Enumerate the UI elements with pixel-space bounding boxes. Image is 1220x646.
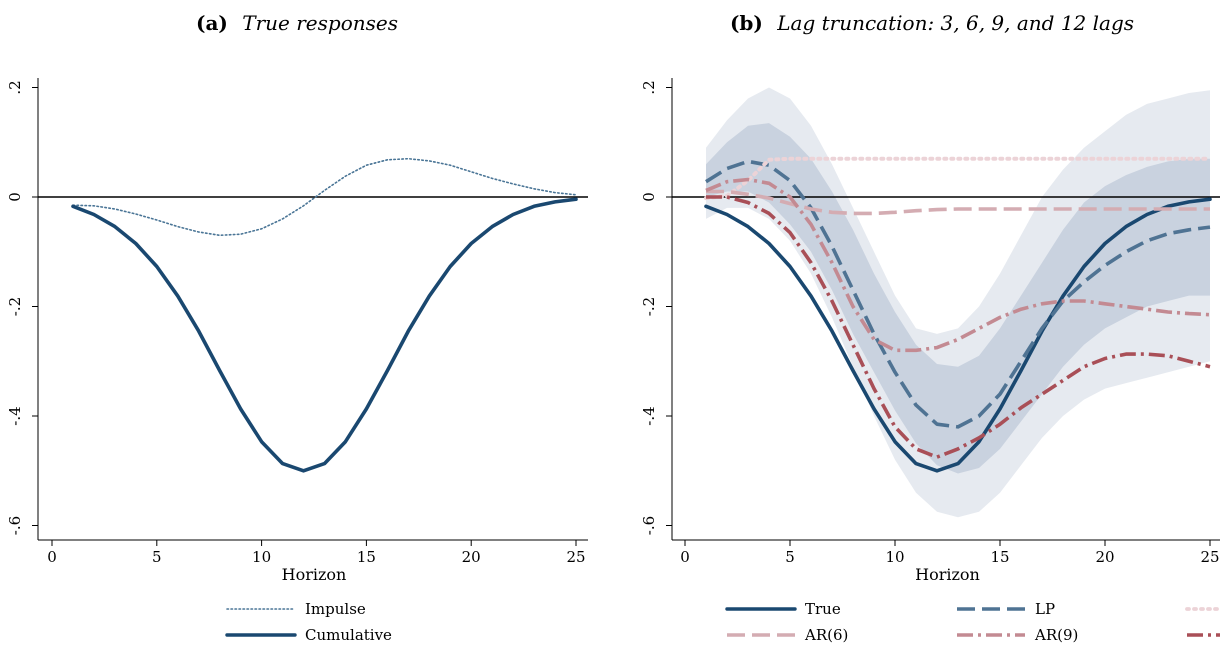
x-tick-label: 15 [990,548,1009,566]
panel-b-series [704,156,1212,473]
x-tick-label: 10 [885,548,904,566]
panel-a-chart: 0 5 10 15 20 25 .2 0 -.2 -.4 -.6 Horizon Impulse Cu… [6,78,588,644]
series-line-ar-12 [706,195,1211,459]
panel-b-title-text: Lag truncation: 3, 6, 9, and 12 lags [776,11,1134,35]
legend-label: Cumulative [305,626,392,644]
legend-label: Impulse [305,600,366,618]
panel-b-bands [706,87,1210,518]
legend-item-lp: LP [957,600,1055,618]
x-tick-label: 25 [1200,548,1219,566]
legend-label: True [805,600,841,618]
y-tick-label: -.2 [6,297,24,316]
x-tick-label: 15 [357,548,376,566]
x-tick-label: 0 [47,548,57,566]
x-tick-label: 20 [462,548,481,566]
legend-item-ar-3: AR(3) [1185,607,1220,611]
y-tick-label: .2 [640,80,658,94]
series-line-cumulative [71,197,578,473]
legend-item-true: True [725,600,841,618]
legend-label: AR(6) [804,626,848,644]
series-line-true [704,197,1212,473]
panel-b-title: (b) Lag truncation: 3, 6, 9, and 12 lags [730,11,1134,35]
y-tick-label: -.4 [6,406,24,425]
panel-a-title: (a) True responses [196,11,398,35]
series-line-ar-6 [706,189,1210,216]
legend-label: LP [1035,600,1055,618]
panel-a-title-text: True responses [242,11,398,35]
y-tick-label: .2 [6,80,24,94]
legend-item-ar-6: AR(6) [727,626,848,644]
panel-b-label: (b) [730,11,763,35]
x-tick-label: 20 [1095,548,1114,566]
series-line-lp [705,159,1211,429]
x-tick-label: 10 [252,548,271,566]
legend-label: AR(9) [1034,626,1078,644]
series-line-impulse [72,157,577,237]
panel-b-x-axis-title: Horizon [915,565,980,584]
y-tick-label: -.6 [640,516,658,535]
legend-item-impulse: Impulse [226,600,366,618]
legend-item-ar-9: AR(9) [957,626,1078,644]
panel-b-legend: True LP AR(3) AR(6) AR(9) AR(12) [725,600,1220,644]
y-tick-label: -.6 [6,516,24,535]
y-tick-label: -.4 [640,406,658,425]
y-tick-label: -.2 [640,297,658,316]
panel-a-legend: Impulse Cumulative [225,600,392,644]
x-tick-label: 5 [785,548,795,566]
panel-a-axes: 0 5 10 15 20 25 .2 0 -.2 -.4 -.6 [6,78,588,566]
x-tick-label: 5 [152,548,162,566]
y-tick-label: 0 [6,192,24,202]
x-tick-label: 0 [680,548,690,566]
legend-item-cumulative: Cumulative [225,626,392,644]
panel-a-series [71,157,578,473]
panel-b-axes: 0 5 10 15 20 25 .2 0 -.2 -.4 -.6 [640,78,1220,566]
series-line-ar-3 [704,156,1212,201]
x-tick-label: 25 [566,548,585,566]
panel-a-x-axis-title: Horizon [282,565,347,584]
panel-b-chart: 0 5 10 15 20 25 .2 0 -.2 -.4 -.6 Horizon True LP AR(… [640,78,1220,644]
series-line-ar-9 [705,177,1211,353]
panel-a-label: (a) [196,11,228,35]
legend-item-ar-12: AR(12) [1187,633,1220,637]
y-tick-label: 0 [640,192,658,202]
